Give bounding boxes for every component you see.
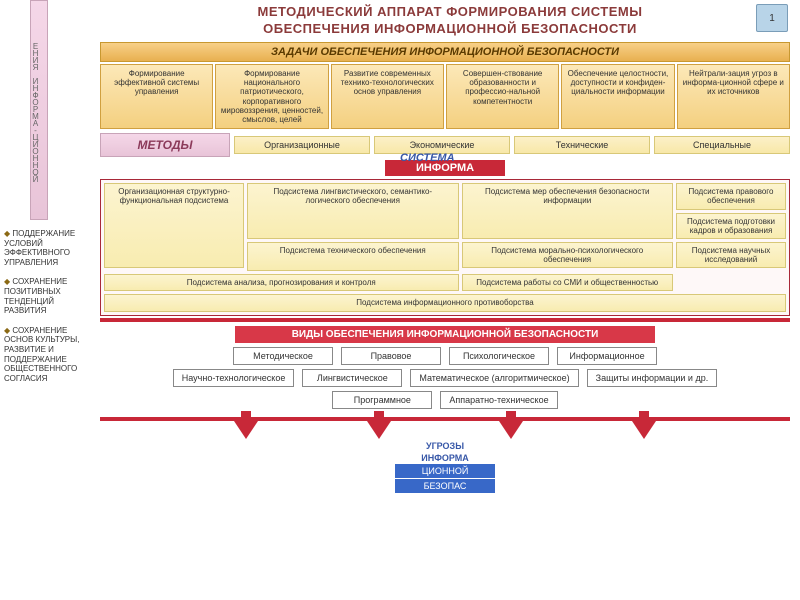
type-2: Правовое bbox=[341, 347, 441, 365]
threat-l3: ЦИОННОЙ bbox=[395, 464, 495, 478]
subsys-6: Подсистема научных исследований bbox=[676, 242, 786, 268]
arrow-icon bbox=[632, 421, 656, 439]
main-diagram: ЗАДАЧИ ОБЕСПЕЧЕНИЯ ИНФОРМАЦИОННОЙ БЕЗОПА… bbox=[100, 42, 790, 494]
subsys-1: Организационная структурно-функциональна… bbox=[104, 183, 244, 268]
arrow-icon bbox=[234, 421, 258, 439]
subsys-8: Подсистема технического обеспечения bbox=[247, 242, 459, 271]
type-4: Информационное bbox=[557, 347, 657, 365]
subsys-4: Подсистема морально-психологического обе… bbox=[462, 242, 674, 268]
subsys-9: Подсистема анализа, прогнозирования и ко… bbox=[104, 274, 459, 291]
task-box-3: Развитие современных технико-технологиче… bbox=[331, 64, 444, 129]
task-box-2: Формирование национального патриотическо… bbox=[215, 64, 328, 129]
threat-l2: ИНФОРМА bbox=[100, 453, 790, 463]
system-label: СИСТЕМА bbox=[400, 152, 455, 164]
type-10: Аппаратно-техническое bbox=[440, 391, 557, 409]
arrows-row bbox=[100, 421, 790, 439]
subsys-7: Подсистема мер обеспечения безопасности … bbox=[462, 183, 674, 239]
type-1: Методическое bbox=[233, 347, 333, 365]
task-box-1: Формирование эффективной системы управле… bbox=[100, 64, 213, 129]
subsys-5: Подсистема лингвистического, семантико-л… bbox=[247, 183, 459, 239]
tasks-header: ЗАДАЧИ ОБЕСПЕЧЕНИЯ ИНФОРМАЦИОННОЙ БЕЗОПА… bbox=[100, 42, 790, 62]
types-area: ВИДЫ ОБЕСПЕЧЕНИЯ ИНФОРМАЦИОННОЙ БЕЗОПАСН… bbox=[100, 318, 790, 421]
type-8: Защиты информации и др. bbox=[587, 369, 718, 387]
type-5: Научно-технологическое bbox=[173, 369, 295, 387]
left-item-3: ◆ СОХРАНЕНИЕ ОСНОВ КУЛЬТУРЫ, РАЗВИТИЕ И … bbox=[4, 326, 91, 384]
types-header: ВИДЫ ОБЕСПЕЧЕНИЯ ИНФОРМАЦИОННОЙ БЕЗОПАСН… bbox=[235, 326, 655, 343]
subsys-3: Подсистема подготовки кадров и образован… bbox=[676, 213, 786, 239]
slide-badge: 1 bbox=[756, 4, 788, 32]
method-1: Организационные bbox=[234, 136, 370, 154]
method-4: Специальные bbox=[654, 136, 790, 154]
threat-l1: УГРОЗЫ bbox=[100, 441, 790, 451]
task-box-4: Совершен-ствование образованности и проф… bbox=[446, 64, 559, 129]
arrow-icon bbox=[367, 421, 391, 439]
type-6: Лингвистическое bbox=[302, 369, 402, 387]
left-item-2: ◆ СОХРАНЕНИЕ ПОЗИТИВНЫХ ТЕНДЕНЦИЙ РАЗВИТ… bbox=[4, 277, 91, 315]
subsys-2: Подсистема правового обеспечения bbox=[676, 183, 786, 209]
title-line1: МЕТОДИЧЕСКИЙ АППАРАТ ФОРМИРОВАНИЯ СИСТЕМ… bbox=[0, 0, 800, 21]
task-box-5: Обеспечение целостности, доступности и к… bbox=[561, 64, 674, 129]
subsystems-area: Организационная структурно-функциональна… bbox=[100, 179, 790, 316]
subsys-11: Подсистема информационного противоборств… bbox=[104, 294, 786, 311]
task-box-6: Нейтрали-зация угроз в информа-ционной с… bbox=[677, 64, 790, 129]
title-line2: ОБЕСПЕЧЕНИЯ ИНФОРМАЦИОННОЙ БЕЗОПАСНОСТИ bbox=[0, 21, 800, 40]
left-item-1: ◆ ПОДДЕРЖАНИЕ УСЛОВИЙ ЭФФЕКТИВНОГО УПРАВ… bbox=[4, 229, 91, 267]
method-3: Технические bbox=[514, 136, 650, 154]
type-3: Психологическое bbox=[449, 347, 549, 365]
vertical-bar-left: ЕНИЯ ИНФОРМА-ЦИОННОЙ bbox=[30, 0, 48, 220]
tasks-row: Формирование эффективной системы управле… bbox=[100, 64, 790, 129]
threat-l4: БЕЗОПАС bbox=[395, 479, 495, 493]
methods-label: МЕТОДЫ bbox=[100, 133, 230, 157]
left-column: ◆ ПОДДЕРЖАНИЕ УСЛОВИЙ ЭФФЕКТИВНОГО УПРАВ… bbox=[0, 225, 95, 397]
type-9: Программное bbox=[332, 391, 432, 409]
subsys-10: Подсистема работы со СМИ и общественност… bbox=[462, 274, 674, 291]
arrow-icon bbox=[499, 421, 523, 439]
type-7: Математическое (алгоритмическое) bbox=[410, 369, 578, 387]
